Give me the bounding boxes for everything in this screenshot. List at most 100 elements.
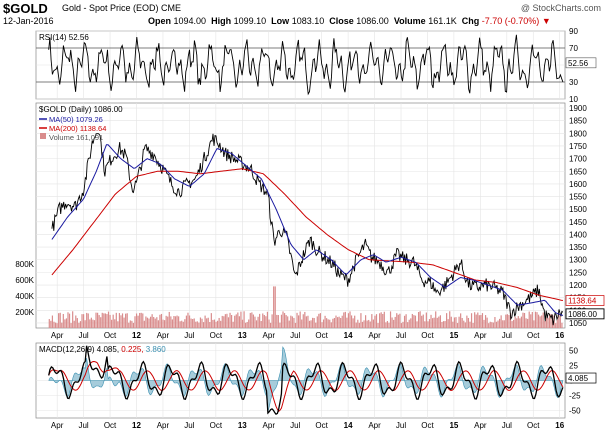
volume-bar xyxy=(460,313,462,328)
volume-bar xyxy=(212,319,214,328)
volume-bar xyxy=(265,316,267,328)
volume-bar xyxy=(301,319,303,328)
macd-x-tick-label: 13 xyxy=(238,421,247,430)
volume-bar xyxy=(548,313,551,328)
volume-bar xyxy=(178,316,180,328)
volume-bar xyxy=(414,315,417,328)
volume-bar xyxy=(357,319,359,328)
volume-bar xyxy=(377,323,379,328)
volume-bar xyxy=(475,314,477,328)
volume-bar xyxy=(288,320,290,328)
volume-bar xyxy=(246,321,248,328)
volume-bar xyxy=(165,315,167,328)
volume-bar xyxy=(505,314,507,328)
volume-bar xyxy=(195,321,197,328)
volume-bar xyxy=(61,322,63,328)
rsi-y-tick-label: 30 xyxy=(569,78,578,87)
volume-bar xyxy=(252,314,255,328)
volume-bar xyxy=(223,316,225,328)
volume-bar xyxy=(157,320,159,328)
volume-bar xyxy=(163,320,166,328)
volume-bar xyxy=(64,319,66,328)
volume-bar xyxy=(100,317,102,328)
macd-x-tick-label: Oct xyxy=(421,421,434,430)
volume-bar xyxy=(394,316,396,328)
volume-bar xyxy=(503,320,505,328)
volume-bar xyxy=(335,315,337,328)
volume-y-tick-label: 800K xyxy=(15,260,34,269)
price-y-tick-label: 1400 xyxy=(569,230,587,239)
volume-bar xyxy=(129,320,131,328)
volume-bar xyxy=(112,314,114,328)
volume-bar xyxy=(455,317,457,328)
volume-bar xyxy=(87,313,89,328)
volume-bar xyxy=(89,319,91,328)
volume-bar xyxy=(489,321,491,328)
volume-bar xyxy=(541,315,543,328)
volume-bar xyxy=(516,318,518,328)
price-x-tick-label: Apr xyxy=(263,331,276,340)
volume-bar xyxy=(461,317,463,328)
volume-bar xyxy=(436,317,438,328)
volume-bar xyxy=(478,315,480,328)
volume-bar xyxy=(72,311,74,328)
macd-last-box xyxy=(565,372,597,384)
volume-bar xyxy=(486,317,488,328)
volume-bar xyxy=(143,320,145,328)
volume-bar xyxy=(135,313,138,328)
open-value: 1094.00 xyxy=(173,16,207,26)
volume-bar xyxy=(341,315,343,328)
volume-bar xyxy=(185,315,188,328)
volume-legend: Volume 161,091 xyxy=(49,133,103,142)
volume-bar xyxy=(438,316,440,328)
volume-bar xyxy=(491,322,493,328)
volume-bar xyxy=(132,322,135,328)
volume-bar xyxy=(260,320,262,328)
volume-bar xyxy=(240,311,242,328)
volume-bar xyxy=(95,312,97,328)
volume-bar xyxy=(346,317,348,328)
volume-bar xyxy=(53,321,55,328)
volume-bar xyxy=(232,321,234,328)
volume-bar xyxy=(350,315,353,328)
brand-label[interactable]: @ StockCharts.com xyxy=(520,3,601,13)
volume-bar xyxy=(466,315,468,328)
volume-bar xyxy=(215,321,217,328)
volume-bar xyxy=(424,321,426,328)
volume-bar xyxy=(374,315,376,328)
volume-bar xyxy=(494,317,496,328)
volume-bar xyxy=(287,316,289,328)
rsi-line xyxy=(48,34,564,96)
volume-bar xyxy=(126,313,128,328)
macd-legend-part: 3.860 xyxy=(146,345,167,354)
macd-last-label: 4.085 xyxy=(568,374,589,383)
macd-legend-part: 4.085, xyxy=(97,345,121,354)
price-y-tick-label: 1450 xyxy=(569,218,587,227)
price-x-tick-label: Jul xyxy=(184,331,194,340)
volume-bar xyxy=(285,315,287,328)
volume-bar xyxy=(338,316,340,328)
volume-bar xyxy=(380,312,382,328)
volume-bar xyxy=(388,322,390,328)
volume-bar xyxy=(297,315,300,328)
volume-bar xyxy=(364,315,367,328)
volume-bar xyxy=(248,319,250,328)
volume-bar xyxy=(280,314,283,328)
volume-bar xyxy=(173,315,175,328)
volume-bar xyxy=(243,311,245,328)
volume-bar xyxy=(497,320,499,328)
volume-y-tick-label: 600K xyxy=(15,276,34,285)
volume-bar xyxy=(469,321,471,328)
macd-x-tick-label: Oct xyxy=(104,421,117,430)
volume-bar xyxy=(254,316,256,328)
macd-y-tick-label: 25 xyxy=(569,361,578,370)
price-y-tick-label: 1850 xyxy=(569,117,587,126)
volume-bar xyxy=(174,316,177,328)
volume-bar xyxy=(176,315,178,328)
volume-bar xyxy=(296,312,298,328)
volume-bar xyxy=(226,313,228,328)
macd-x-tick-label: 12 xyxy=(132,421,141,430)
volume-bar xyxy=(310,320,312,328)
volume-bar xyxy=(519,318,521,328)
volume-bar xyxy=(229,312,231,328)
